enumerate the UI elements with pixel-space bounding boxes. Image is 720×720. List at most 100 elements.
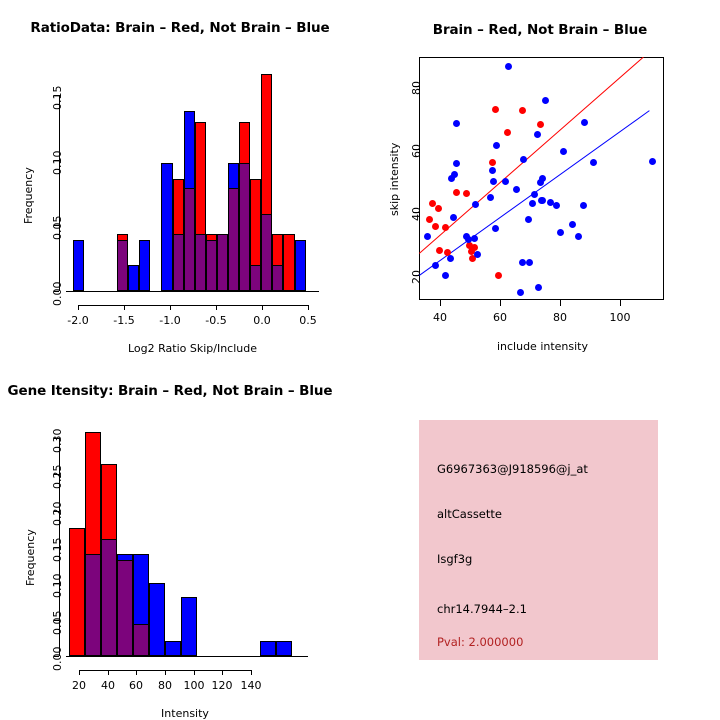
scatter-point [494,271,502,279]
scatter-point [464,235,472,243]
scatter-point [581,119,589,127]
scatter-point [428,199,436,207]
ratio-hist-y-tick [54,95,59,96]
scatter-point [463,189,471,197]
scatter-plot-box [419,57,664,300]
histogram-bar [260,641,277,656]
scatter-x-axis-label: include intensity [496,340,589,353]
scatter-point [451,170,459,178]
ratio-hist-x-axis [66,291,319,292]
scatter-point [529,200,537,208]
scatter-point [452,188,460,196]
histogram-bar [139,240,151,291]
gene-hist-x-tick [108,670,109,675]
scatter-point [446,254,454,262]
ratio-hist-x-axis-label: Log2 Ratio Skip/Include [127,342,258,355]
histogram-bar-overlap [205,240,217,291]
scatter-point [491,105,499,113]
scatter-x-ticklabel: 40 [433,311,447,324]
gene-hist-x-tick [194,670,195,675]
scatter-point [493,141,501,149]
ratio-hist-y-tick [54,160,59,161]
scatter-point [473,250,481,258]
scatter-point [470,244,478,252]
ratio-hist-x-axis-rule [78,305,308,306]
scatter-x-tick [500,300,501,306]
scatter-point [539,175,547,182]
gene-histogram-bars [0,360,360,720]
scatter-point [552,201,560,209]
scatter-point [442,271,450,279]
histogram-bar-overlap [117,240,129,291]
scatter-x-ticklabel: 60 [493,311,507,324]
gene-hist-x-ticklabel: 40 [101,679,115,692]
histogram-bar [283,234,295,291]
scatter-point [467,247,475,255]
scatter-point [557,228,565,236]
gene-hist-x-axis [66,656,308,657]
scatter-point [443,249,451,257]
gene-hist-y-axis [59,438,60,656]
scatter-y-tick [413,149,419,150]
histogram-bar-overlap [228,187,240,291]
gene-info-panel: G6967363@J918596@j_at altCassette Isgf3g… [419,420,658,660]
histogram-bar [164,641,181,656]
regression-line [419,57,644,255]
histogram-bar-overlap [194,234,206,291]
gene-hist-x-tick [222,670,223,675]
scatter-point [449,214,457,222]
scatter-point [469,255,477,263]
scatter-point [502,178,510,186]
scatter-point [488,158,496,166]
gene-hist-y-tick [54,656,59,657]
scatter-point [546,198,554,206]
scatter-point [424,233,432,241]
ratio-hist-x-ticklabel: -0.5 [205,314,227,327]
scatter-plot-panel: Brain – Red, Not Brain – Blue 20 40 60 8… [360,0,720,360]
histogram-bar-overlap [183,187,195,291]
ratio-hist-x-ticklabel: 0.5 [299,314,317,327]
ratio-hist-y-tick [54,225,59,226]
scatter-point [648,157,656,165]
gene-hist-y-tick [54,511,59,512]
histogram-bar-overlap [250,264,262,291]
scatter-point [466,242,474,250]
ratio-histogram-bars [0,0,360,360]
scatter-point [536,178,544,186]
gene-hist-y-tick [54,474,59,475]
info-gene-symbol: Isgf3g [437,552,473,566]
scatter-point [517,289,525,297]
histogram-bar [276,641,293,656]
ratio-histogram-title: RatioData: Brain – Red, Not Brain – Blue [30,20,330,36]
scatter-point [526,258,534,266]
scatter-point [512,186,520,194]
ratio-hist-x-ticklabel: -1.5 [113,314,135,327]
ratio-hist-x-ticklabel: -2.0 [67,314,89,327]
scatter-point [536,120,544,128]
histogram-bar-overlap [216,234,228,291]
gene-hist-x-ticklabel: 140 [240,679,262,692]
scatter-point [472,200,480,208]
scatter-point [436,246,444,254]
gene-hist-x-ticklabel: 20 [72,679,86,692]
gene-histogram-title: Gene Itensity: Brain – Red, Not Brain – … [7,383,333,399]
gene-hist-x-ticklabel: 100 [183,679,205,692]
gene-hist-y-tick [54,438,59,439]
histogram-bar-overlap [239,163,251,291]
histogram-bar [128,264,140,291]
scatter-point [560,148,568,156]
histogram-bar [161,163,173,291]
gene-hist-y-tick [54,583,59,584]
ratio-hist-y-axis [59,95,60,291]
histogram-bar [180,597,197,656]
gene-hist-x-tick [79,670,80,675]
gene-hist-x-axis-label: Intensity [161,707,209,720]
scatter-point [542,97,550,105]
ratio-hist-x-tick [170,305,171,310]
gene-hist-y-tick [54,547,59,548]
gene-hist-y-tick [54,620,59,621]
scatter-x-ticklabel: 80 [553,311,567,324]
histogram-bar-overlap [261,214,273,291]
scatter-y-axis-label: skip intensity [388,142,401,216]
histogram-bar-overlap [172,234,184,291]
